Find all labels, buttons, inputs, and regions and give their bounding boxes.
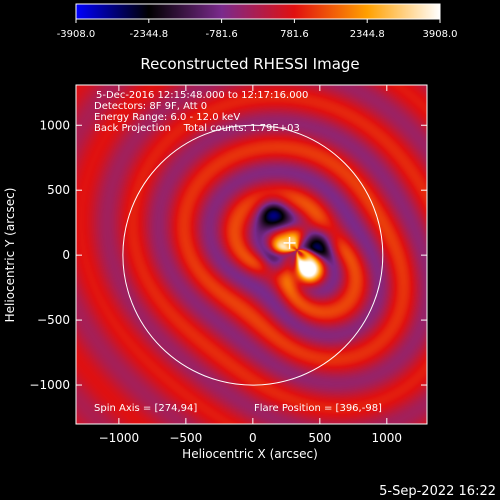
heatmap-image <box>76 85 427 424</box>
solar-limb-circle <box>122 124 384 386</box>
info-line-method: Back Projection Total counts: 1.79E+03 <box>94 123 300 134</box>
info-block: 5-Dec-2016 12:15:48.000 to 12:17:16.000 … <box>94 90 308 134</box>
colorbar-tick-label: 781.6 <box>280 29 309 40</box>
axis-ticks: −1000 −500 0 500 1000 1000 500 0 −500 −1000 <box>29 85 427 445</box>
x-tick-label: −500 <box>169 431 202 445</box>
y-tick-label: 1000 <box>39 118 70 132</box>
spin-axis-label: Spin Axis = [274,94] <box>94 403 197 414</box>
colorbar: -3908.0 -2344.8 -781.6 781.6 2344.8 3908.0 <box>57 3 458 40</box>
y-tick-label: −500 <box>37 313 70 327</box>
x-tick-label: 0 <box>249 431 257 445</box>
x-tick-label: −1000 <box>99 431 140 445</box>
flare-position-label: Flare Position = [396,-98] <box>254 403 382 414</box>
x-tick-label: 500 <box>308 431 331 445</box>
y-tick-label: 500 <box>47 183 70 197</box>
colorbar-tick-label: -3908.0 <box>57 29 96 40</box>
spin-axis-marker <box>283 236 296 249</box>
colorbar-tick-label: -781.6 <box>205 29 237 40</box>
x-axis-label: Heliocentric X (arcsec) <box>182 447 318 461</box>
colorbar-tick-label: 2344.8 <box>350 29 385 40</box>
plot-frame <box>75 84 428 425</box>
y-axis-label: Heliocentric Y (arcsec) <box>3 188 17 323</box>
colorbar-gradient <box>75 3 441 20</box>
plot-area: −1000 −500 0 500 1000 1000 500 0 −500 −1000 5-Dec… <box>29 84 428 445</box>
info-line-energy: Energy Range: 6.0 - 12.0 keV <box>94 112 240 123</box>
info-line-time: 5-Dec-2016 12:15:48.000 to 12:17:16.000 <box>96 90 308 101</box>
y-tick-label: −1000 <box>29 378 70 392</box>
x-tick-label: 1000 <box>372 431 403 445</box>
colorbar-tick-label: -2344.8 <box>129 29 168 40</box>
info-line-detectors: Detectors: 8F 9F, Att 0 <box>94 101 207 112</box>
plot-title: Reconstructed RHESSI Image <box>140 55 359 73</box>
colorbar-tick-label: 3908.0 <box>423 29 458 40</box>
colorbar-ticks: -3908.0 -2344.8 -781.6 781.6 2344.8 3908.0 <box>57 19 458 40</box>
timestamp: 5-Sep-2022 16:22 <box>379 484 496 499</box>
y-tick-label: 0 <box>62 248 70 262</box>
